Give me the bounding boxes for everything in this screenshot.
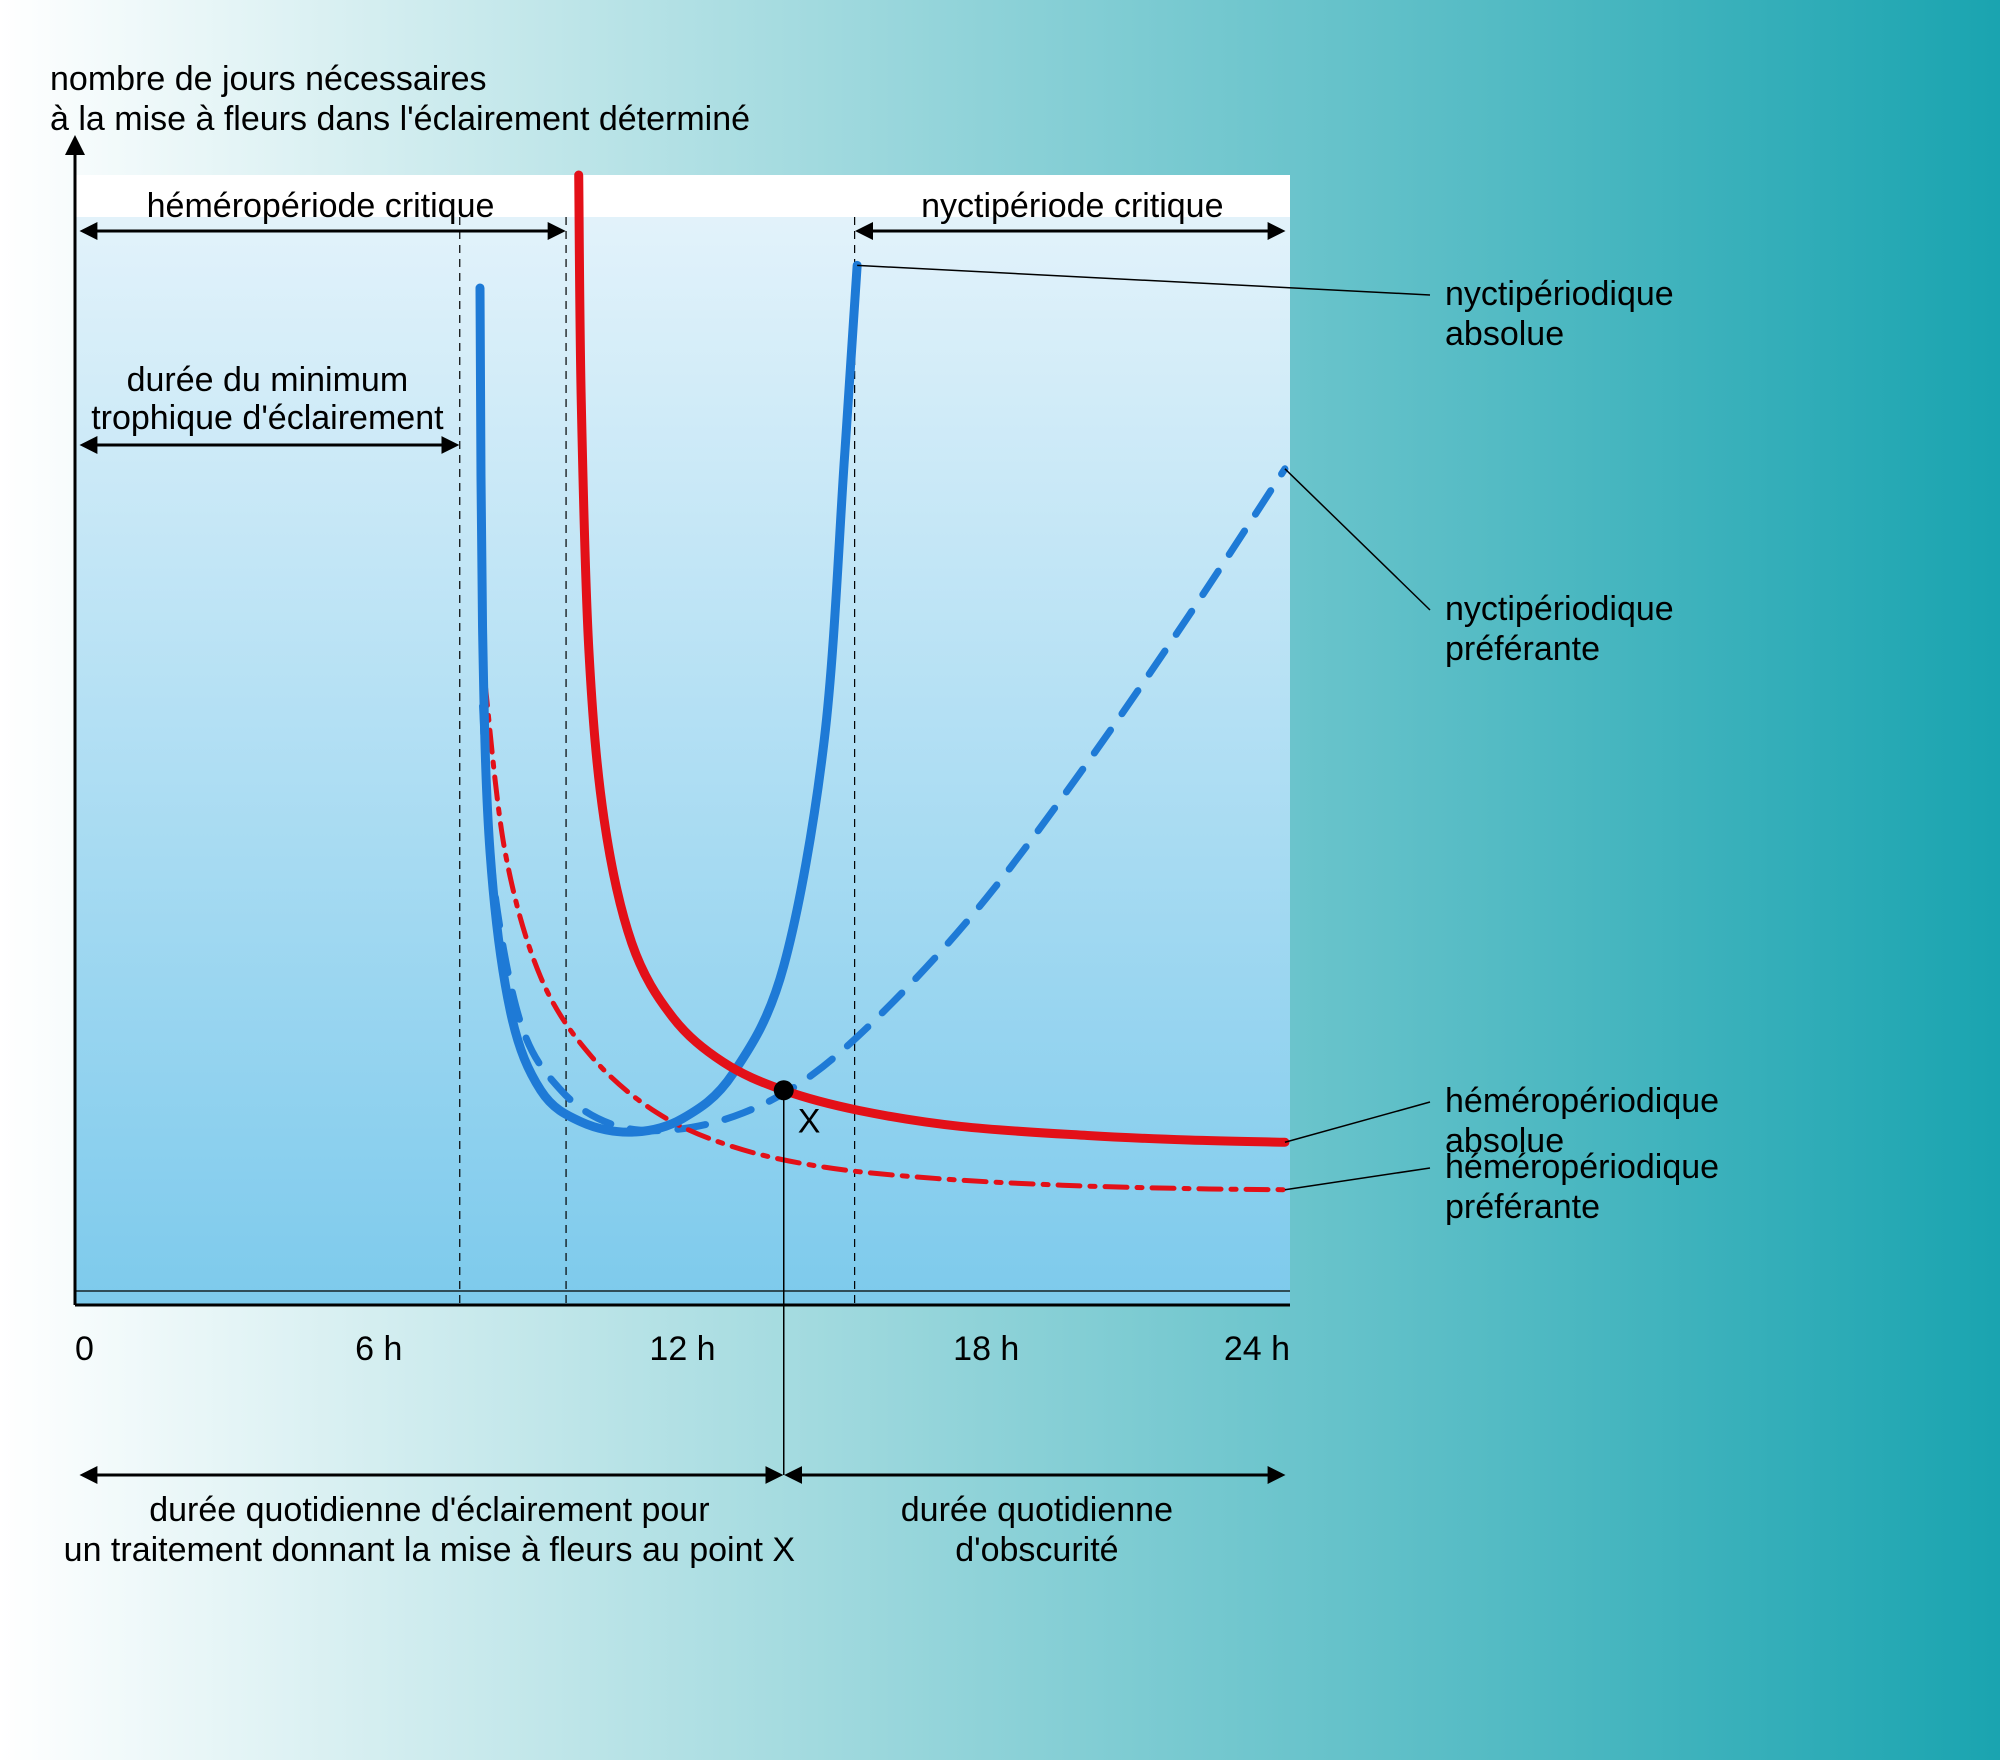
chart-photoperiodism: X 0 6 h 12 h 18 h 24 h nombre de jours nécessa… xyxy=(0,0,2000,1760)
point-x-label: X xyxy=(798,1102,821,1140)
x-tick-label: 24 h xyxy=(1224,1330,1290,1368)
label-min-trophique: durée du minimum xyxy=(127,361,409,399)
label-bottom-obscurite: durée quotidienne xyxy=(901,1491,1173,1529)
x-tick-label: 6 h xyxy=(355,1330,402,1368)
label-bottom-eclairement: un traitement donnant la mise à fleurs a… xyxy=(64,1531,795,1569)
label-bottom-eclairement: durée quotidienne d'éclairement pour xyxy=(149,1491,709,1529)
label-hemero-critique: héméropériode critique xyxy=(147,187,495,225)
legend-hemero-preferante: préférante xyxy=(1445,1188,1600,1226)
y-axis-title: à la mise à fleurs dans l'éclairement dé… xyxy=(50,100,750,138)
legend-hemero-absolue: héméropériodique xyxy=(1445,1082,1719,1120)
label-min-trophique: trophique d'éclairement xyxy=(91,399,444,437)
legend-hemero-preferante: héméropériodique xyxy=(1445,1148,1719,1186)
legend-nycti-absolue: nyctipériodique xyxy=(1445,275,1674,313)
label-nycti-critique: nyctipériode critique xyxy=(921,187,1223,225)
x-tick-label: 0 xyxy=(75,1330,94,1368)
x-tick-label: 12 h xyxy=(649,1330,715,1368)
legend-nycti-preferante: nyctipériodique xyxy=(1445,590,1674,628)
label-bottom-obscurite: d'obscurité xyxy=(955,1531,1118,1569)
point-x-marker xyxy=(774,1080,794,1100)
legend-nycti-absolue: absolue xyxy=(1445,315,1564,353)
chart-svg: X 0 6 h 12 h 18 h 24 h nombre de jours nécessa… xyxy=(0,0,2000,1760)
x-tick-label: 18 h xyxy=(953,1330,1019,1368)
legend-nycti-preferante: préférante xyxy=(1445,630,1600,668)
y-axis-title: nombre de jours nécessaires xyxy=(50,60,487,98)
